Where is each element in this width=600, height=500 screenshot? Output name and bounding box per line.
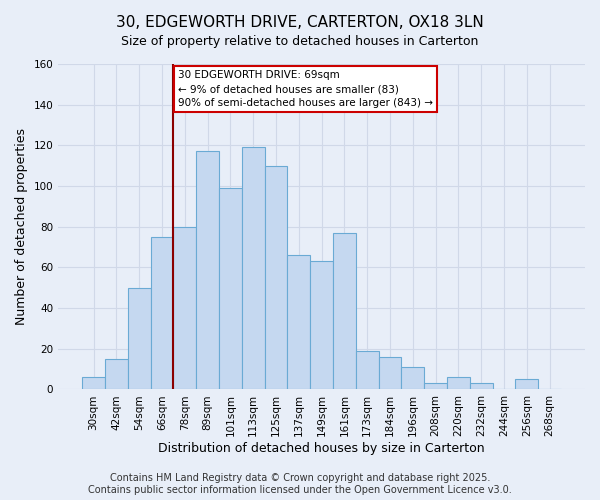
Bar	[196, 152, 219, 390]
Bar	[333, 233, 356, 390]
Bar	[173, 226, 196, 390]
Text: 30 EDGEWORTH DRIVE: 69sqm
← 9% of detached houses are smaller (83)
90% of semi-d: 30 EDGEWORTH DRIVE: 69sqm ← 9% of detach…	[178, 70, 433, 108]
X-axis label: Distribution of detached houses by size in Carterton: Distribution of detached houses by size …	[158, 442, 485, 455]
Bar	[151, 237, 173, 390]
Bar	[287, 255, 310, 390]
Bar	[105, 359, 128, 390]
Bar	[356, 351, 379, 390]
Bar	[82, 378, 105, 390]
Bar	[515, 380, 538, 390]
Bar	[401, 367, 424, 390]
Bar	[219, 188, 242, 390]
Y-axis label: Number of detached properties: Number of detached properties	[15, 128, 28, 325]
Bar	[470, 384, 493, 390]
Bar	[379, 357, 401, 390]
Bar	[310, 262, 333, 390]
Bar	[265, 166, 287, 390]
Bar	[447, 378, 470, 390]
Text: 30, EDGEWORTH DRIVE, CARTERTON, OX18 3LN: 30, EDGEWORTH DRIVE, CARTERTON, OX18 3LN	[116, 15, 484, 30]
Bar	[424, 384, 447, 390]
Bar	[128, 288, 151, 390]
Text: Contains HM Land Registry data © Crown copyright and database right 2025.
Contai: Contains HM Land Registry data © Crown c…	[88, 474, 512, 495]
Text: Size of property relative to detached houses in Carterton: Size of property relative to detached ho…	[121, 35, 479, 48]
Bar	[242, 148, 265, 390]
